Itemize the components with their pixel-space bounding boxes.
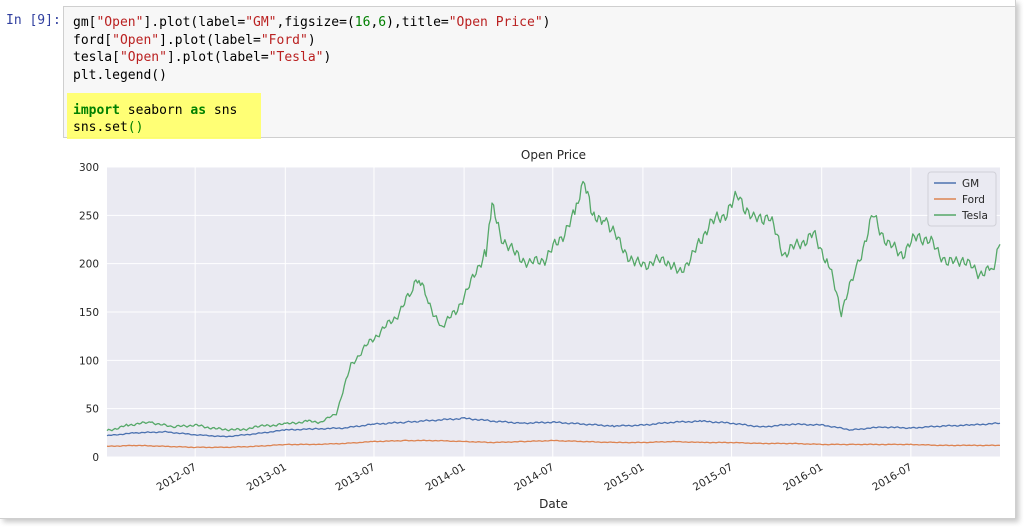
code-token: plt.legend() [73,67,167,83]
y-tick-label: 50 [86,404,99,416]
code-token: "Open Price" [448,15,543,30]
code-token: ford[ [73,32,113,48]
chart-title: Open Price [521,148,586,162]
code-token: ) [307,32,316,48]
x-tick-label: 2012-07 [155,461,199,493]
code-token: "Open" [96,15,144,30]
x-tick-label: 2014-01 [424,461,468,493]
code-token: ) [323,50,332,65]
code-input-area[interactable]: gm["Open"].plot(label="GM",figsize=(16,6… [63,6,1015,139]
x-tick-label: 2015-07 [691,461,735,493]
code-token: "GM" [245,15,277,30]
code-line: gm["Open"].plot(label="GM",figsize=(16,6… [73,14,550,32]
code-token: sns [206,102,238,118]
code-token: tesla[ [73,50,120,65]
code-token: "Open" [112,32,160,48]
legend-label: Ford [962,194,985,206]
chart-legend: GM Ford Tesla [927,171,997,227]
x-tick-label: 2016-01 [781,461,825,493]
cell-prompt: In [9]: [6,13,61,28]
code-token: "Tesla" [268,50,324,65]
code-token: ,figsize=( [276,15,355,30]
code-token: ),title= [386,15,449,30]
legend-box [927,171,997,227]
y-tick-labels: 0 50 100 150 200 250 300 [79,162,99,464]
code-token: 6 [378,15,387,30]
code-token: "Open" [119,50,167,65]
x-tick-labels: 2012-07 2013-01 2013-07 2014-01 2014-07 2015-… [155,461,915,493]
code-token: ].plot(label= [159,32,261,48]
code-token: import [73,102,120,118]
x-axis-label: Date [539,497,568,511]
code-token: seaborn [119,102,191,118]
code-token: 16 [354,15,371,30]
code-line: sns.set() [73,119,550,137]
open-price-chart: 0 50 100 150 200 250 300 2012-07 2013-01 2013-07… [79,148,1001,511]
code-token: ].plot(label= [143,15,246,30]
code-line: plt.legend() [73,67,550,85]
code-token: , [370,15,379,30]
code-token: sns.set [73,120,128,135]
code-token: "Ford" [260,32,308,48]
code-token: as [190,102,207,118]
code-token: gm[ [73,15,97,30]
series-line-tesla [106,180,1001,432]
code-line [73,84,550,102]
y-tick-label: 250 [79,210,99,222]
legend-label: GM [962,178,979,190]
code-token: () [127,120,144,135]
code-editor[interactable]: gm["Open"].plot(label="GM",figsize=(16,6… [73,14,550,137]
x-tick-label: 2014-07 [512,461,556,493]
y-tick-label: 100 [79,355,99,367]
code-line: tesla["Open"].plot(label="Tesla") [73,49,550,67]
series-lines [106,180,1001,449]
code-highlight [67,93,261,139]
legend-label: Tesla [961,210,988,222]
code-line: ford["Open"].plot(label="Ford") [73,32,550,50]
series-line-gm [106,417,1001,438]
x-tick-label: 2013-01 [245,461,289,493]
x-tick-label: 2013-07 [333,461,377,493]
code-token: ].plot(label= [166,50,269,65]
notebook-cell: In [9]: gm["Open"].plot(label="GM",figsi… [0,0,1016,519]
y-tick-label: 200 [79,259,99,271]
grid-lines [107,166,1000,458]
code-token: ) [542,15,551,30]
y-tick-label: 300 [79,162,99,174]
cell-output: 0 50 100 150 200 250 300 2012-07 2013-01 2013-07… [63,142,1013,514]
series-line-ford [106,439,1001,449]
code-line: import seaborn as sns [73,102,550,120]
y-tick-label: 150 [79,307,99,319]
x-tick-label: 2016-07 [870,461,914,493]
x-tick-label: 2015-01 [602,461,646,493]
y-tick-label: 0 [92,452,99,464]
